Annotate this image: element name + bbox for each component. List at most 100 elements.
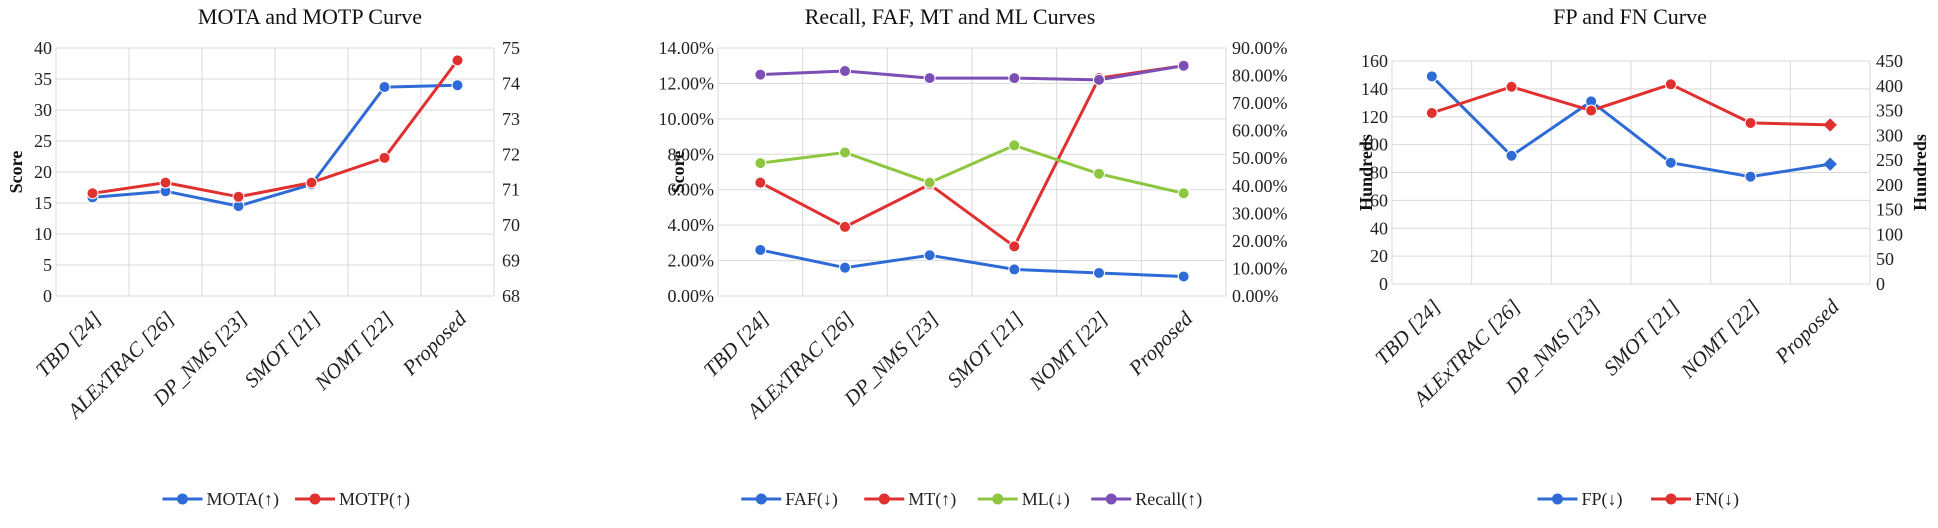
category-label: SMOT [21] <box>942 307 1028 393</box>
category-label: Proposed <box>1770 294 1844 368</box>
left-tick-label: 60 <box>1370 190 1388 210</box>
data-point-fn <box>1823 118 1837 132</box>
legend-item-fn: FN(↓) <box>1651 489 1739 510</box>
category-label: NOMT [22] <box>1675 295 1764 384</box>
category-label: TBD [24] <box>1370 295 1445 370</box>
category-label: SMOT [21] <box>1599 295 1685 381</box>
data-point-motp <box>86 187 99 200</box>
data-point-ml <box>754 157 767 170</box>
left-tick-label: 40 <box>34 38 52 58</box>
data-point-recall <box>1093 73 1105 86</box>
data-point-recall <box>923 72 936 85</box>
series-line-recall <box>760 64 1184 82</box>
data-point-fn <box>1425 107 1438 120</box>
left-tick-label: 140 <box>1361 79 1388 99</box>
data-point-motp <box>305 176 318 189</box>
legend-marker <box>1665 493 1677 505</box>
category-label: TBD [24] <box>699 307 774 382</box>
data-point-recall <box>754 68 767 81</box>
legend-label: ML(↓) <box>1022 489 1070 510</box>
right-tick-label: 400 <box>1876 76 1903 96</box>
right-tick-label: 70 <box>502 215 520 235</box>
left-tick-label: 35 <box>34 69 52 89</box>
category-label: TBD [24] <box>31 307 106 382</box>
legend-label: Recall(↑) <box>1135 489 1202 510</box>
data-point-mt <box>754 176 767 189</box>
category-label: Proposed <box>1123 306 1197 380</box>
legend-marker <box>878 493 890 505</box>
left-tick-label: 100 <box>1361 135 1388 155</box>
right-tick-label: 75 <box>502 38 520 58</box>
left-tick-label: 0 <box>43 286 52 306</box>
data-point-fn <box>1664 78 1677 91</box>
left-tick-label: 2.00% <box>668 251 715 271</box>
legend-item-mota: MOTA(↑) <box>162 489 280 510</box>
left-tick-label: 120 <box>1361 107 1388 127</box>
left-tick-label: 10.00% <box>659 109 715 129</box>
data-point-fn <box>1585 104 1598 117</box>
right-axis-title: Hundreds <box>1910 134 1930 211</box>
series-line-motp <box>92 59 459 199</box>
left-tick-label: 10 <box>34 224 52 244</box>
category-label: Proposed <box>397 306 471 380</box>
chart-title: MOTA and MOTP Curve <box>198 4 422 29</box>
data-point-fp <box>1823 157 1837 171</box>
left-tick-label: 160 <box>1361 51 1388 71</box>
right-tick-label: 69 <box>502 251 520 271</box>
right-tick-label: 40.00% <box>1232 176 1288 196</box>
left-tick-label: 4.00% <box>668 215 715 235</box>
right-tick-label: 71 <box>502 180 520 200</box>
left-tick-label: 8.00% <box>668 144 715 164</box>
category-label: NOMT [22] <box>1024 307 1113 396</box>
legend-label: MOTA(↑) <box>207 489 280 510</box>
series-line-fn <box>1431 82 1831 127</box>
right-tick-label: 10.00% <box>1232 258 1288 278</box>
legend-marker <box>1105 493 1117 505</box>
left-tick-label: 40 <box>1370 218 1388 238</box>
data-point-ml <box>1093 167 1105 180</box>
data-point-ml <box>923 176 936 189</box>
data-point-motp <box>159 176 172 189</box>
right-tick-label: 90.00% <box>1232 38 1288 58</box>
data-point-mt <box>1008 240 1021 253</box>
legend-label: FAF(↓) <box>785 489 838 510</box>
legend-item-fp: FP(↓) <box>1537 489 1623 510</box>
right-tick-label: 200 <box>1876 175 1903 195</box>
chart-2: Recall, FAF, MT and ML Curves 0.00% 2.00% 4… <box>659 4 1288 510</box>
chart-title: FP and FN Curve <box>1553 4 1707 29</box>
data-point-fn <box>1505 80 1518 93</box>
legend-item-faf: FAF(↓) <box>741 489 838 510</box>
left-tick-label: 12.00% <box>659 73 715 93</box>
right-tick-label: 80.00% <box>1232 66 1288 86</box>
right-tick-label: 74 <box>502 73 520 93</box>
data-point-faf <box>1177 270 1190 283</box>
series-line-ml <box>760 143 1185 195</box>
data-point-faf <box>1008 263 1021 276</box>
right-tick-label: 250 <box>1876 150 1903 170</box>
data-point-ml <box>1177 187 1190 200</box>
data-point-mota <box>451 79 464 92</box>
data-point-recall <box>1008 72 1021 85</box>
left-tick-label: 14.00% <box>659 38 715 58</box>
left-tick-label: 20 <box>1370 246 1388 266</box>
data-point-mt <box>839 220 851 233</box>
left-tick-label: 15 <box>34 193 52 213</box>
left-tick-label: 5 <box>43 255 52 275</box>
legend-marker <box>309 493 321 505</box>
data-point-fp <box>1664 156 1677 169</box>
data-point-faf <box>1093 266 1105 279</box>
right-tick-label: 60.00% <box>1232 121 1288 141</box>
right-tick-label: 20.00% <box>1232 231 1288 251</box>
data-point-ml <box>1008 139 1021 152</box>
left-tick-label: 25 <box>34 131 52 151</box>
legend-label: MOTP(↑) <box>339 489 410 510</box>
right-tick-label: 0.00% <box>1232 286 1279 306</box>
data-point-recall <box>839 65 851 78</box>
left-tick-label: 6.00% <box>668 180 715 200</box>
left-tick-label: 80 <box>1370 163 1388 183</box>
data-point-faf <box>923 249 936 262</box>
series-line-faf <box>759 248 1184 278</box>
legend-marker <box>1552 493 1563 505</box>
left-axis-title: Score <box>6 151 26 194</box>
